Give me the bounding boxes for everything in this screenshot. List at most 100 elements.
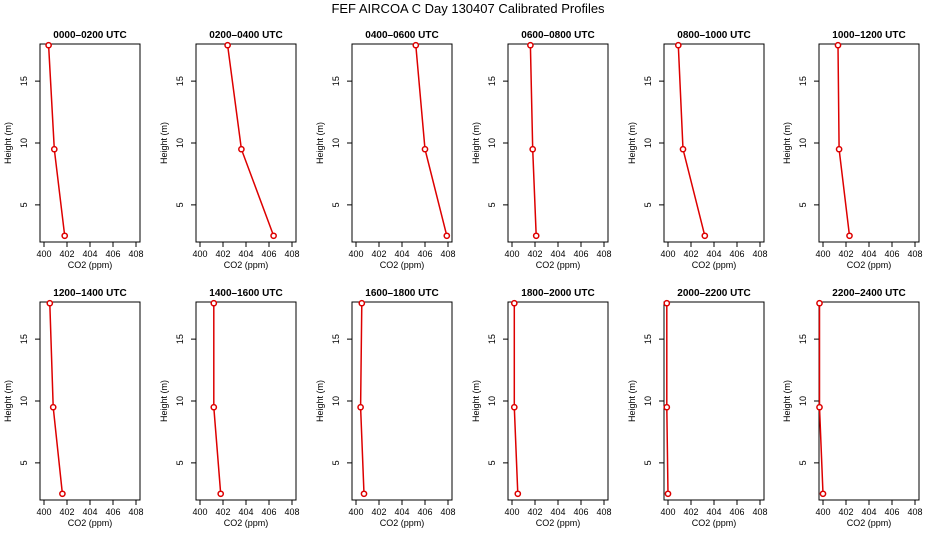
x-tick-label: 404	[82, 249, 97, 259]
y-axis-label: Height (m)	[471, 122, 481, 164]
x-tick-label: 404	[238, 249, 253, 259]
x-axis-label: CO2 (ppm)	[380, 260, 425, 270]
profile-panel: 1200–1400 UTC 400 402 404 406 408 CO2 (ppm) 5 10…	[3, 288, 144, 528]
y-tick-label: 15	[175, 334, 185, 344]
x-tick-label: 408	[128, 249, 143, 259]
y-tick-label: 10	[331, 138, 341, 148]
x-axis-label: CO2 (ppm)	[847, 260, 892, 270]
panel-title: 2000–2200 UTC	[677, 288, 750, 299]
profile-line	[837, 45, 851, 236]
x-tick-label: 408	[440, 249, 455, 259]
y-tick-label: 5	[487, 202, 497, 207]
data-point-marker	[217, 490, 225, 498]
x-tick-label: 408	[596, 507, 611, 517]
profile-line	[359, 303, 365, 494]
data-point-marker	[663, 299, 671, 307]
x-tick-label: 408	[752, 507, 767, 517]
y-tick-label: 15	[798, 334, 808, 344]
data-point-marker	[443, 232, 451, 240]
data-point-marker	[514, 490, 522, 498]
panel-title: 0600–0800 UTC	[521, 30, 594, 41]
profile-line	[818, 303, 824, 494]
y-tick-label: 10	[19, 138, 29, 148]
x-tick-label: 408	[284, 507, 299, 517]
data-point-marker	[510, 403, 518, 411]
data-point-marker	[835, 145, 843, 153]
y-tick-label: 5	[331, 460, 341, 465]
data-point-marker	[210, 299, 218, 307]
profile-panel: 0400–0600 UTC 400 402 404 406 408 CO2 (ppm) 5 10…	[315, 30, 456, 270]
x-tick-label: 404	[861, 507, 876, 517]
y-tick-label: 10	[798, 138, 808, 148]
data-point-marker	[674, 41, 682, 49]
x-tick-label: 402	[838, 507, 853, 517]
x-tick-label: 406	[105, 507, 120, 517]
data-point-marker	[360, 490, 368, 498]
x-tick-label: 408	[907, 507, 922, 517]
data-point-marker	[834, 41, 842, 49]
data-point-marker	[421, 145, 429, 153]
x-tick-label: 402	[215, 507, 230, 517]
data-point-marker	[701, 232, 709, 240]
x-tick-label: 406	[884, 507, 899, 517]
x-tick-label: 408	[752, 249, 767, 259]
data-point-marker	[412, 41, 420, 49]
profile-line	[666, 303, 669, 494]
data-point-marker	[49, 403, 57, 411]
panel-title: 1600–1800 UTC	[365, 288, 438, 299]
x-tick-label: 406	[573, 507, 588, 517]
x-tick-label: 400	[504, 249, 519, 259]
plot-frame	[507, 43, 609, 243]
data-point-marker	[664, 490, 672, 498]
x-tick-label: 402	[215, 249, 230, 259]
y-axis-label: Height (m)	[315, 122, 325, 164]
panel-title: 0200–0400 UTC	[209, 30, 282, 41]
profile-panel: 0800–1000 UTC 400 402 404 406 408 CO2 (ppm) 5 10…	[627, 30, 768, 270]
data-point-marker	[238, 145, 245, 153]
y-tick-label: 15	[331, 76, 341, 86]
y-tick-label: 10	[643, 396, 653, 406]
x-tick-label: 400	[815, 249, 830, 259]
y-tick-label: 5	[798, 460, 808, 465]
plot-frame	[39, 301, 141, 501]
x-axis-label: CO2 (ppm)	[380, 518, 425, 528]
y-tick-label: 10	[175, 138, 185, 148]
y-tick-label: 5	[175, 460, 185, 465]
data-point-marker	[816, 299, 823, 307]
plot-frame	[351, 43, 453, 243]
y-axis-label: Height (m)	[159, 122, 169, 164]
x-tick-label: 400	[192, 249, 207, 259]
y-axis-label: Height (m)	[315, 380, 325, 422]
x-tick-label: 406	[573, 249, 588, 259]
y-tick-label: 15	[643, 76, 653, 86]
profile-panel: 1000–1200 UTC 400 402 404 406 408 CO2 (ppm) 5 10…	[782, 30, 923, 270]
data-point-marker	[679, 145, 687, 153]
x-tick-label: 406	[417, 507, 432, 517]
panel-title: 1000–1200 UTC	[832, 30, 905, 41]
x-tick-label: 402	[527, 507, 542, 517]
x-axis-label: CO2 (ppm)	[224, 260, 269, 270]
y-tick-label: 10	[175, 396, 185, 406]
x-tick-label: 404	[82, 507, 97, 517]
y-tick-label: 15	[19, 334, 29, 344]
y-tick-label: 15	[331, 334, 341, 344]
profile-panel: 2200–2400 UTC 400 402 404 406 408 CO2 (ppm) 5 10…	[782, 288, 923, 528]
x-tick-label: 400	[36, 507, 51, 517]
y-tick-label: 10	[19, 396, 29, 406]
profile-panel: 2000–2200 UTC 400 402 404 406 408 CO2 (ppm) 5 10…	[627, 288, 768, 528]
data-point-marker	[527, 41, 534, 49]
data-point-marker	[846, 232, 853, 240]
data-point-marker	[510, 299, 518, 307]
x-tick-label: 402	[683, 507, 698, 517]
x-tick-label: 402	[371, 249, 386, 259]
y-axis-label: Height (m)	[627, 380, 637, 422]
data-point-marker	[224, 41, 231, 49]
plot-frame	[663, 301, 765, 501]
y-axis-label: Height (m)	[782, 380, 792, 422]
x-tick-label: 404	[706, 249, 721, 259]
y-axis-label: Height (m)	[3, 380, 13, 422]
profile-line	[49, 303, 64, 494]
x-tick-label: 400	[348, 249, 363, 259]
x-tick-label: 402	[838, 249, 853, 259]
y-tick-label: 5	[487, 460, 497, 465]
